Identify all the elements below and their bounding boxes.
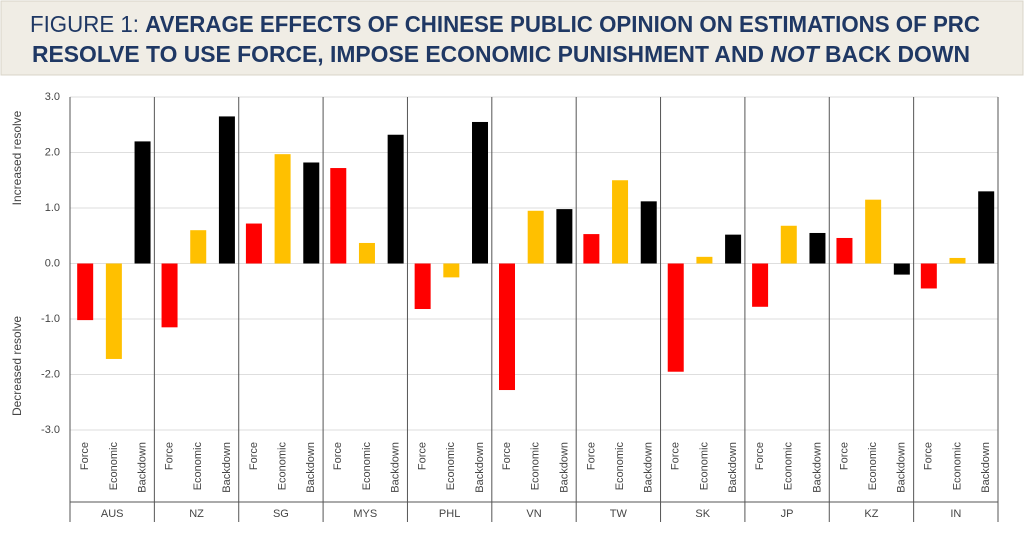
bar <box>809 232 826 264</box>
bar <box>303 162 320 264</box>
bar-label: Backdown <box>136 442 148 493</box>
title-band <box>0 0 1024 76</box>
bar-label: Backdown <box>643 442 655 493</box>
bar-label: Backdown <box>305 442 317 493</box>
bar-label: Backdown <box>558 442 570 493</box>
bar-label: Force <box>670 442 682 470</box>
bar <box>77 263 94 321</box>
bar-label: Backdown <box>390 442 402 493</box>
bar <box>358 242 375 264</box>
bar <box>978 191 995 264</box>
bar <box>949 257 966 264</box>
bar <box>218 116 235 264</box>
bar <box>780 225 797 264</box>
y-tick-label: 2.0 <box>45 146 60 158</box>
bar-label: Backdown <box>474 442 486 493</box>
bar <box>274 154 291 264</box>
bar <box>612 180 629 264</box>
bar-label: Economic <box>783 442 795 491</box>
x-tick-label: AUS <box>101 508 124 520</box>
bar-label: Backdown <box>811 442 823 493</box>
bar <box>190 230 207 264</box>
bar <box>696 256 713 264</box>
bar-label: Backdown <box>980 442 992 493</box>
bar-label: Economic <box>698 442 710 491</box>
bar <box>105 263 122 359</box>
bar <box>667 263 684 372</box>
bar-label: Force <box>163 442 175 470</box>
bar-label: Force <box>501 442 513 470</box>
bar <box>245 223 262 264</box>
bar <box>865 199 882 264</box>
bar-label: Economic <box>867 442 879 491</box>
x-tick-label: VN <box>526 508 541 520</box>
bar <box>134 141 151 264</box>
title-emphasis: NOT <box>770 41 820 67</box>
bar <box>443 263 460 278</box>
bar-label: Economic <box>361 442 373 491</box>
bar-label: Economic <box>614 442 626 491</box>
bar-label: Force <box>248 442 260 470</box>
bar-label: Economic <box>951 442 963 491</box>
bar-label: Force <box>585 442 597 470</box>
bar-label: Economic <box>192 442 204 491</box>
bar-label: Force <box>923 442 935 470</box>
bar-label: Force <box>79 442 91 470</box>
bar-label: Economic <box>108 442 120 491</box>
bar <box>583 234 600 264</box>
bar <box>920 263 937 289</box>
bar-label: Backdown <box>727 442 739 493</box>
y-tick-label: -1.0 <box>41 313 60 325</box>
title-line: AVERAGE EFFECTS OF CHINESE PUBLIC OPINIO… <box>145 11 980 37</box>
bar-label: Force <box>332 442 344 470</box>
x-tick-label: NZ <box>189 508 204 520</box>
bar <box>414 263 431 310</box>
y-tick-label: 1.0 <box>45 202 60 214</box>
bar-label: Economic <box>277 442 289 491</box>
bar <box>387 134 404 264</box>
x-tick-label: KZ <box>864 508 878 520</box>
bar <box>330 168 347 264</box>
bar-label: Backdown <box>896 442 908 493</box>
bar <box>640 201 657 264</box>
bar-label: Backdown <box>221 442 233 493</box>
bar <box>161 263 178 328</box>
chart-title: FIGURE 1: AVERAGE EFFECTS OF CHINESE PUB… <box>30 11 980 37</box>
bar <box>472 121 489 264</box>
chart-title: RESOLVE TO USE FORCE, IMPOSE ECONOMIC PU… <box>32 41 970 67</box>
y-axis-label: Increased resolve <box>10 110 24 205</box>
x-tick-label: MYS <box>353 508 377 520</box>
title-line: BACK DOWN <box>825 41 970 67</box>
bar-label: Economic <box>530 442 542 491</box>
bar <box>556 209 573 264</box>
bar <box>752 263 769 307</box>
x-tick-label: IN <box>950 508 961 520</box>
x-tick-label: PHL <box>439 508 460 520</box>
bar <box>836 237 853 264</box>
bar <box>527 210 544 264</box>
title-line: RESOLVE TO USE FORCE, IMPOSE ECONOMIC PU… <box>32 41 764 67</box>
y-tick-label: -2.0 <box>41 368 60 380</box>
bar-label: Force <box>417 442 429 470</box>
bar <box>893 263 910 275</box>
bar-label: Economic <box>445 442 457 491</box>
bar <box>499 263 516 391</box>
title-prefix: FIGURE 1: <box>30 11 139 37</box>
bar-label: Force <box>754 442 766 470</box>
y-tick-label: 3.0 <box>45 91 60 103</box>
y-axis-label: Decreased resolve <box>10 316 24 416</box>
y-tick-label: -3.0 <box>41 424 60 436</box>
x-tick-label: SK <box>695 508 710 520</box>
x-tick-label: JP <box>781 508 794 520</box>
bar <box>725 234 742 264</box>
x-tick-label: SG <box>273 508 289 520</box>
bar-label: Force <box>838 442 850 470</box>
x-tick-label: TW <box>610 508 628 520</box>
y-tick-label: 0.0 <box>45 257 60 269</box>
